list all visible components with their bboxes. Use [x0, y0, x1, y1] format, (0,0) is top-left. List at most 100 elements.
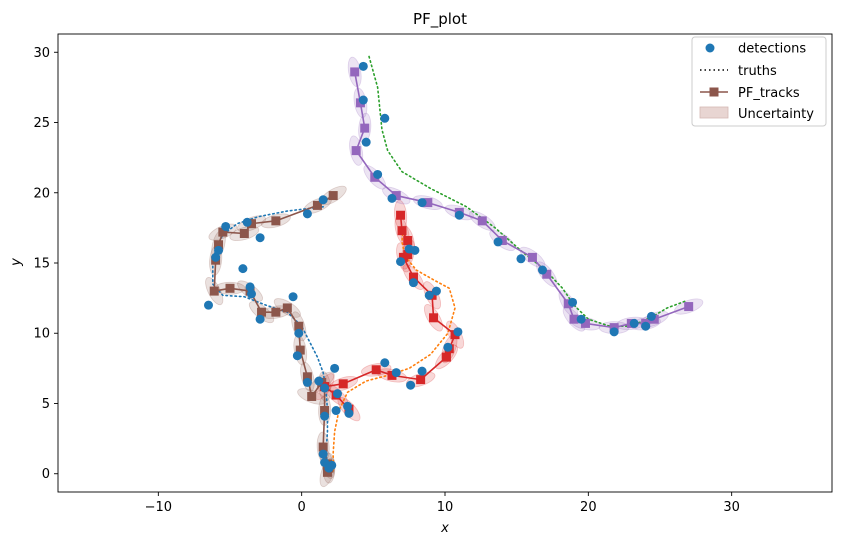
detection-point — [396, 257, 406, 267]
detection-point — [576, 314, 586, 324]
track-marker — [282, 303, 292, 313]
detection-point — [387, 193, 397, 203]
detections-layer — [204, 61, 656, 473]
detection-point — [408, 278, 418, 288]
track-marker — [307, 391, 317, 401]
track-marker — [294, 321, 304, 331]
detection-point — [245, 282, 255, 292]
detection-point — [302, 377, 312, 387]
track-marker — [312, 200, 322, 210]
detection-point — [641, 321, 651, 331]
track-marker — [408, 272, 418, 282]
track-marker — [684, 302, 694, 312]
detection-point — [410, 245, 420, 255]
track-marker — [423, 198, 433, 208]
y-ticks: 0 5 10 15 20 25 30 — [33, 46, 58, 482]
detection-point — [331, 406, 341, 416]
detection-point — [453, 327, 463, 337]
detection-point — [417, 366, 427, 376]
legend-detections-marker — [705, 43, 715, 53]
legend-box — [691, 36, 827, 127]
detection-point — [238, 264, 248, 274]
track-marker — [387, 370, 397, 380]
y-tick-label: 5 — [42, 397, 50, 412]
detection-point — [320, 411, 330, 421]
track-marker — [214, 240, 224, 250]
detection-point — [292, 351, 302, 361]
track-marker — [360, 123, 370, 133]
track-marker — [257, 307, 267, 317]
detection-point — [454, 210, 464, 220]
track-marker — [350, 67, 360, 77]
detection-point — [516, 254, 526, 264]
track-marker — [441, 352, 451, 362]
track-marker — [391, 191, 401, 201]
legend-detections-label: detections — [738, 42, 806, 57]
x-tick-label: −10 — [145, 500, 172, 515]
track-marker — [563, 299, 573, 309]
detection-point — [417, 198, 427, 208]
track-marker — [320, 406, 330, 416]
detection-point — [646, 311, 656, 321]
detection-point — [288, 292, 298, 302]
tracks-layer — [209, 67, 694, 477]
track-marker — [396, 210, 406, 220]
track-marker — [527, 252, 537, 262]
detection-point — [320, 383, 330, 393]
detection-point — [609, 327, 619, 337]
y-tick-label: 25 — [33, 116, 50, 131]
track-marker — [302, 372, 312, 382]
detection-point — [537, 265, 547, 275]
legend: detections truths PF_tracks Uncertainty — [691, 36, 827, 127]
detection-point — [568, 297, 578, 307]
x-ticks: −10 0 10 20 30 — [145, 492, 740, 515]
detection-point — [431, 286, 441, 296]
detection-point — [324, 463, 334, 473]
track-marker — [218, 227, 228, 237]
y-tick-label: 10 — [33, 327, 50, 342]
detection-point — [380, 358, 390, 368]
detection-point — [247, 289, 256, 299]
detection-point — [211, 252, 221, 262]
detection-point — [629, 318, 639, 328]
legend-truths-label: truths — [738, 64, 777, 79]
detection-point — [330, 363, 340, 373]
uncertainty-layer — [205, 56, 704, 488]
detection-point — [343, 401, 353, 411]
track-marker — [429, 313, 439, 323]
detection-point — [221, 221, 231, 231]
detection-point — [314, 376, 324, 386]
track-marker — [239, 228, 249, 238]
x-tick-label: 0 — [298, 500, 306, 515]
truths-layer — [212, 55, 687, 475]
detection-point — [493, 237, 503, 247]
track-marker — [477, 216, 487, 226]
detection-point — [373, 169, 383, 179]
detection-point — [358, 61, 368, 71]
detection-point — [242, 217, 252, 227]
y-tick-label: 30 — [33, 46, 50, 61]
detection-point — [318, 195, 328, 205]
detection-point — [255, 314, 265, 324]
track-marker — [338, 379, 348, 389]
detection-point — [443, 342, 453, 352]
x-tick-label: 30 — [723, 500, 740, 515]
track-marker — [209, 286, 219, 296]
legend-tracks-label: PF_tracks — [738, 86, 800, 101]
chart-title: PF_plot — [413, 10, 467, 29]
x-axis-label: x — [440, 521, 449, 536]
track-marker — [247, 219, 256, 229]
y-tick-label: 15 — [33, 257, 50, 272]
legend-uncertainty-label: Uncertainty — [738, 107, 814, 122]
track-marker — [351, 146, 361, 156]
detection-point — [391, 368, 401, 378]
detection-point — [406, 380, 416, 390]
detection-point — [294, 328, 304, 338]
detection-point — [302, 209, 312, 219]
x-tick-label: 20 — [580, 500, 597, 515]
track-marker — [580, 318, 590, 328]
detection-point — [333, 389, 342, 399]
track-marker — [403, 236, 413, 246]
track-marker — [403, 250, 413, 260]
legend-tracks-marker — [709, 87, 719, 97]
